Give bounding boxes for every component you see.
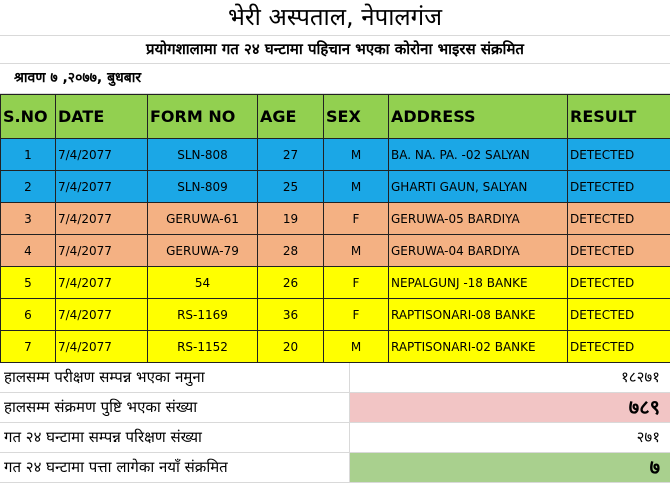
table-cell: 7/4/2077 bbox=[55, 170, 148, 203]
table-cell: 1 bbox=[0, 138, 56, 171]
table-cell: M bbox=[323, 234, 389, 267]
table-cell: 6 bbox=[0, 298, 56, 331]
table-cell: 5 bbox=[0, 266, 56, 299]
cases-table: S.NO DATE FORM NO AGE SEX ADDRESS RESULT 1 7/4/… bbox=[0, 94, 670, 363]
header-row: S.NO DATE FORM NO AGE SEX ADDRESS RESULT bbox=[0, 94, 670, 139]
table-cell: 7 bbox=[0, 330, 56, 363]
table-cell: 27 bbox=[257, 138, 324, 171]
summary: हालसम्म परीक्षण सम्पन्न भएका नमुना १८२७१ ह… bbox=[0, 363, 670, 483]
table-cell: 28 bbox=[257, 234, 324, 267]
table-cell: 19 bbox=[257, 202, 324, 235]
column-header: AGE bbox=[257, 94, 324, 139]
table-cell: SLN-809 bbox=[147, 170, 258, 203]
column-header: S.NO bbox=[0, 94, 56, 139]
table-cell: GERUWA-05 BARDIYA bbox=[388, 202, 568, 235]
summary-row: गत २४ घन्टामा सम्पन्न परिक्षण संख्या २७१ bbox=[0, 423, 670, 453]
table-cell: M bbox=[323, 170, 389, 203]
date: श्रावण ७ ,२०७७, बुधबार bbox=[0, 64, 670, 94]
table-cell: DETECTED bbox=[567, 330, 670, 363]
summary-row: हालसम्म संक्रमण पुष्टि भएका संख्या ७८९ bbox=[0, 393, 670, 423]
table-cell: 7/4/2077 bbox=[55, 202, 148, 235]
table-row: 5 7/4/2077 54 26 F NEPALGUNJ -18 BANKE DETECTE… bbox=[0, 266, 670, 299]
summary-label: हालसम्म संक्रमण पुष्टि भएका संख्या bbox=[0, 393, 350, 422]
table-cell: GERUWA-79 bbox=[147, 234, 258, 267]
table-cell: GERUWA-04 BARDIYA bbox=[388, 234, 568, 267]
table-cell: 7/4/2077 bbox=[55, 298, 148, 331]
table-cell: 2 bbox=[0, 170, 56, 203]
table-row: 4 7/4/2077 GERUWA-79 28 M GERUWA-04 BARDIYA DE… bbox=[0, 234, 670, 267]
table-cell: GHARTI GAUN, SALYAN bbox=[388, 170, 568, 203]
table-cell: 7/4/2077 bbox=[55, 266, 148, 299]
column-header: FORM NO bbox=[147, 94, 258, 139]
table-row: 1 7/4/2077 SLN-808 27 M BA. NA. PA. -02 SALYA… bbox=[0, 138, 670, 171]
table-cell: F bbox=[323, 202, 389, 235]
table-cell: 7/4/2077 bbox=[55, 330, 148, 363]
column-header: ADDRESS bbox=[388, 94, 568, 139]
table-cell: RS-1169 bbox=[147, 298, 258, 331]
summary-label: हालसम्म परीक्षण सम्पन्न भएका नमुना bbox=[0, 363, 350, 392]
table-row: 7 7/4/2077 RS-1152 20 M RAPTISONARI-02 BANKE D… bbox=[0, 330, 670, 363]
summary-value: ७ bbox=[350, 453, 670, 482]
table-cell: DETECTED bbox=[567, 202, 670, 235]
table-cell: SLN-808 bbox=[147, 138, 258, 171]
summary-label: गत २४ घन्टामा सम्पन्न परिक्षण संख्या bbox=[0, 423, 350, 452]
table-row: 2 7/4/2077 SLN-809 25 M GHARTI GAUN, SALYAN DE… bbox=[0, 170, 670, 203]
summary-value: २७१ bbox=[636, 428, 660, 446]
subtitle: प्रयोगशालामा गत २४ घन्टामा पहिचान भएका क… bbox=[0, 36, 670, 64]
table-cell: 7/4/2077 bbox=[55, 234, 148, 267]
table-cell: 20 bbox=[257, 330, 324, 363]
table-cell: DETECTED bbox=[567, 298, 670, 331]
table-row: 6 7/4/2077 RS-1169 36 F RAPTISONARI-08 BANKE D… bbox=[0, 298, 670, 331]
table-cell: 36 bbox=[257, 298, 324, 331]
table-cell: 54 bbox=[147, 266, 258, 299]
table-cell: M bbox=[323, 138, 389, 171]
table-cell: DETECTED bbox=[567, 170, 670, 203]
summary-value: ७८९ bbox=[350, 393, 670, 422]
title: भेरी अस्पताल, नेपालगंज bbox=[0, 0, 670, 36]
summary-row: हालसम्म परीक्षण सम्पन्न भएका नमुना १८२७१ bbox=[0, 363, 670, 393]
table-cell: DETECTED bbox=[567, 138, 670, 171]
table-cell: RAPTISONARI-02 BANKE bbox=[388, 330, 568, 363]
table-body: 1 7/4/2077 SLN-808 27 M BA. NA. PA. -02 SALYA… bbox=[0, 138, 670, 363]
summary-row: गत २४ घन्टामा पत्ता लागेका नयाँ संक्रमित… bbox=[0, 453, 670, 483]
column-header: SEX bbox=[323, 94, 389, 139]
table-cell: 26 bbox=[257, 266, 324, 299]
table-cell: 25 bbox=[257, 170, 324, 203]
summary-value: १८२७१ bbox=[620, 368, 660, 386]
table-cell: F bbox=[323, 298, 389, 331]
table-row: 3 7/4/2077 GERUWA-61 19 F GERUWA-05 BARDIYA DE… bbox=[0, 202, 670, 235]
table-cell: 7/4/2077 bbox=[55, 138, 148, 171]
table-cell: M bbox=[323, 330, 389, 363]
table-cell: BA. NA. PA. -02 SALYAN bbox=[388, 138, 568, 171]
table-cell: RS-1152 bbox=[147, 330, 258, 363]
table-cell: DETECTED bbox=[567, 234, 670, 267]
column-header: DATE bbox=[55, 94, 148, 139]
table-cell: RAPTISONARI-08 BANKE bbox=[388, 298, 568, 331]
table-cell: F bbox=[323, 266, 389, 299]
table-cell: GERUWA-61 bbox=[147, 202, 258, 235]
table-cell: 3 bbox=[0, 202, 56, 235]
table-cell: 4 bbox=[0, 234, 56, 267]
summary-label: गत २४ घन्टामा पत्ता लागेका नयाँ संक्रमित bbox=[0, 453, 350, 482]
table-cell: DETECTED bbox=[567, 266, 670, 299]
column-header: RESULT bbox=[567, 94, 670, 139]
table-cell: NEPALGUNJ -18 BANKE bbox=[388, 266, 568, 299]
